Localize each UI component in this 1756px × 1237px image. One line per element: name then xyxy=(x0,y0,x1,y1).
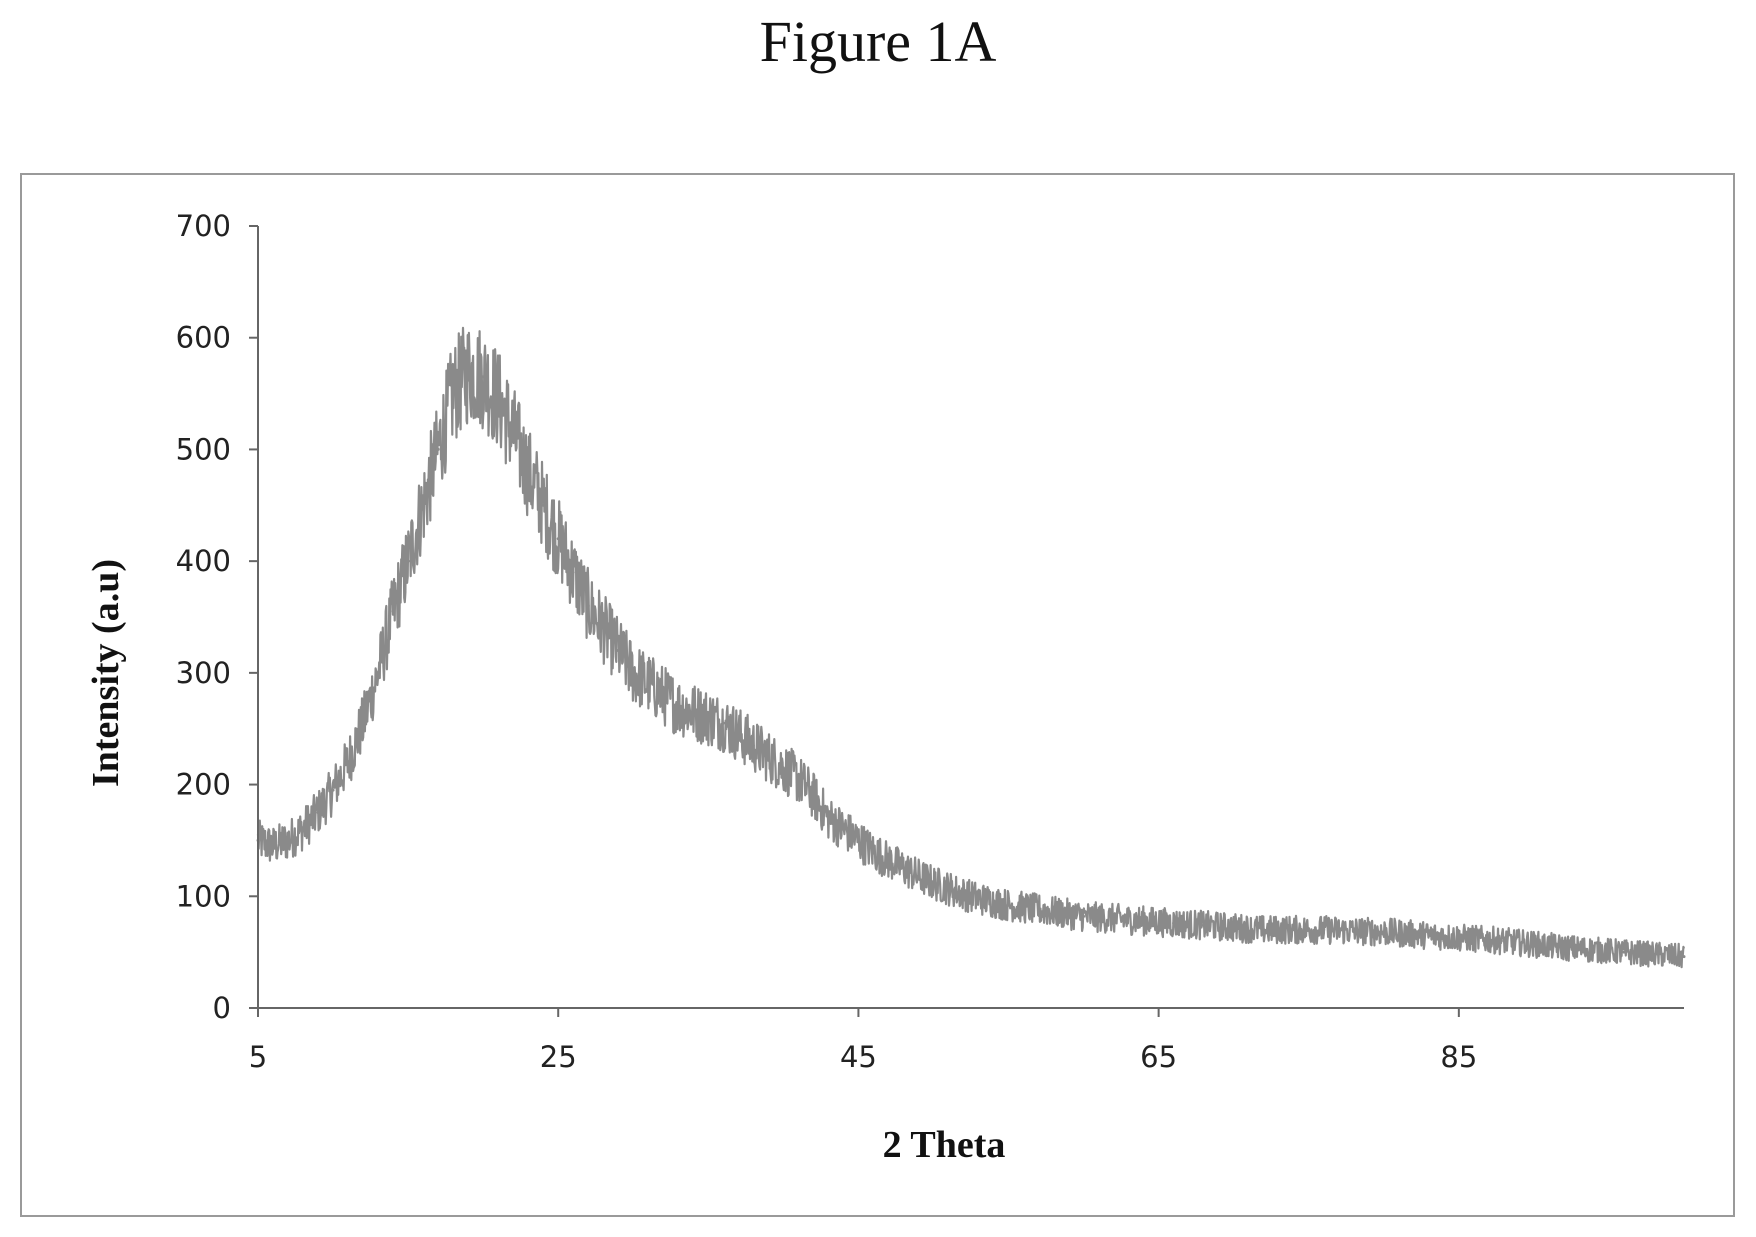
x-tick-label: 45 xyxy=(840,1040,877,1074)
data-point xyxy=(1067,912,1071,916)
data-point xyxy=(511,431,515,435)
data-point xyxy=(376,671,380,675)
data-point xyxy=(436,447,440,451)
data-point xyxy=(1082,914,1086,918)
data-point xyxy=(1442,935,1446,939)
data-point xyxy=(1502,939,1506,943)
data-point xyxy=(691,710,695,714)
data-point xyxy=(556,537,560,541)
y-tick-label: 300 xyxy=(176,656,231,690)
data-point xyxy=(1292,928,1296,932)
data-point xyxy=(331,788,335,792)
data-point xyxy=(961,892,965,896)
data-point xyxy=(1232,926,1236,930)
data-point xyxy=(286,838,290,842)
y-tick-label: 100 xyxy=(176,879,231,913)
data-point xyxy=(1007,903,1011,907)
data-point xyxy=(1472,937,1476,941)
data-point xyxy=(346,760,350,764)
y-tick-label: 400 xyxy=(176,544,231,578)
data-point xyxy=(646,682,650,686)
data-point xyxy=(946,886,950,890)
data-point xyxy=(841,827,845,831)
data-point xyxy=(676,704,680,708)
data-point xyxy=(361,721,365,725)
axis-ticks: 0 100 200 300 400 500 600 700 5 25 45 65 85 xyxy=(176,209,1478,1074)
plot-area xyxy=(256,326,1686,969)
data-point xyxy=(826,816,830,820)
series-line xyxy=(256,326,1686,969)
data-point xyxy=(1172,921,1176,925)
x-tick-label: 25 xyxy=(540,1040,577,1074)
data-point xyxy=(1202,923,1206,927)
data-point xyxy=(721,721,725,725)
data-point xyxy=(766,755,770,759)
data-point xyxy=(301,827,305,831)
data-point xyxy=(1022,905,1026,909)
data-point xyxy=(916,874,920,878)
y-tick-label: 500 xyxy=(176,432,231,466)
data-point xyxy=(601,626,605,630)
data-point xyxy=(1592,948,1596,952)
data-point xyxy=(616,649,620,653)
data-point xyxy=(586,604,590,608)
y-tick-label: 200 xyxy=(176,768,231,802)
data-point xyxy=(421,503,425,507)
data-point xyxy=(781,766,785,770)
data-point xyxy=(871,850,875,854)
data-point xyxy=(1412,932,1416,936)
figure-title: Figure 1A xyxy=(759,9,997,74)
y-tick-label: 600 xyxy=(176,321,231,355)
data-point xyxy=(931,881,935,885)
data-point xyxy=(1532,942,1536,946)
data-point xyxy=(1322,928,1326,932)
data-point xyxy=(811,794,815,798)
data-point xyxy=(706,716,710,720)
data-point xyxy=(796,777,800,781)
y-tick-label: 700 xyxy=(176,209,231,243)
data-point xyxy=(1652,952,1656,956)
data-point xyxy=(886,859,890,863)
data-point xyxy=(406,559,410,563)
data-point xyxy=(661,693,665,697)
data-point xyxy=(977,897,981,901)
x-axis-label: 2 Theta xyxy=(883,1124,1006,1166)
data-point xyxy=(451,392,455,396)
data-point xyxy=(631,671,635,675)
data-point xyxy=(1682,955,1686,959)
data-point xyxy=(316,811,320,814)
data-point xyxy=(856,838,860,842)
data-point xyxy=(541,503,545,507)
data-point xyxy=(526,470,530,474)
data-point xyxy=(1382,930,1386,934)
data-point xyxy=(571,570,575,574)
data-point xyxy=(1262,928,1266,932)
data-point xyxy=(1352,929,1356,933)
data-point xyxy=(1037,908,1041,912)
data-point xyxy=(1112,917,1116,921)
data-point xyxy=(992,900,996,904)
y-tick-label: 0 xyxy=(213,991,231,1025)
data-point xyxy=(271,844,275,848)
data-point xyxy=(466,369,470,373)
chart-frame xyxy=(20,173,1735,1217)
data-point xyxy=(901,866,905,870)
data-point xyxy=(496,397,500,401)
data-point xyxy=(1052,910,1056,914)
data-point xyxy=(1142,919,1146,923)
data-point xyxy=(736,732,740,736)
x-tick-label: 5 xyxy=(249,1040,267,1074)
data-point xyxy=(391,609,395,613)
x-tick-label: 85 xyxy=(1440,1040,1477,1074)
y-axis-label: Intensity (a.u) xyxy=(85,559,127,787)
data-point xyxy=(481,375,485,379)
data-point xyxy=(751,743,755,747)
data-point xyxy=(1562,946,1566,950)
x-tick-label: 65 xyxy=(1140,1040,1177,1074)
data-point xyxy=(1622,950,1626,954)
